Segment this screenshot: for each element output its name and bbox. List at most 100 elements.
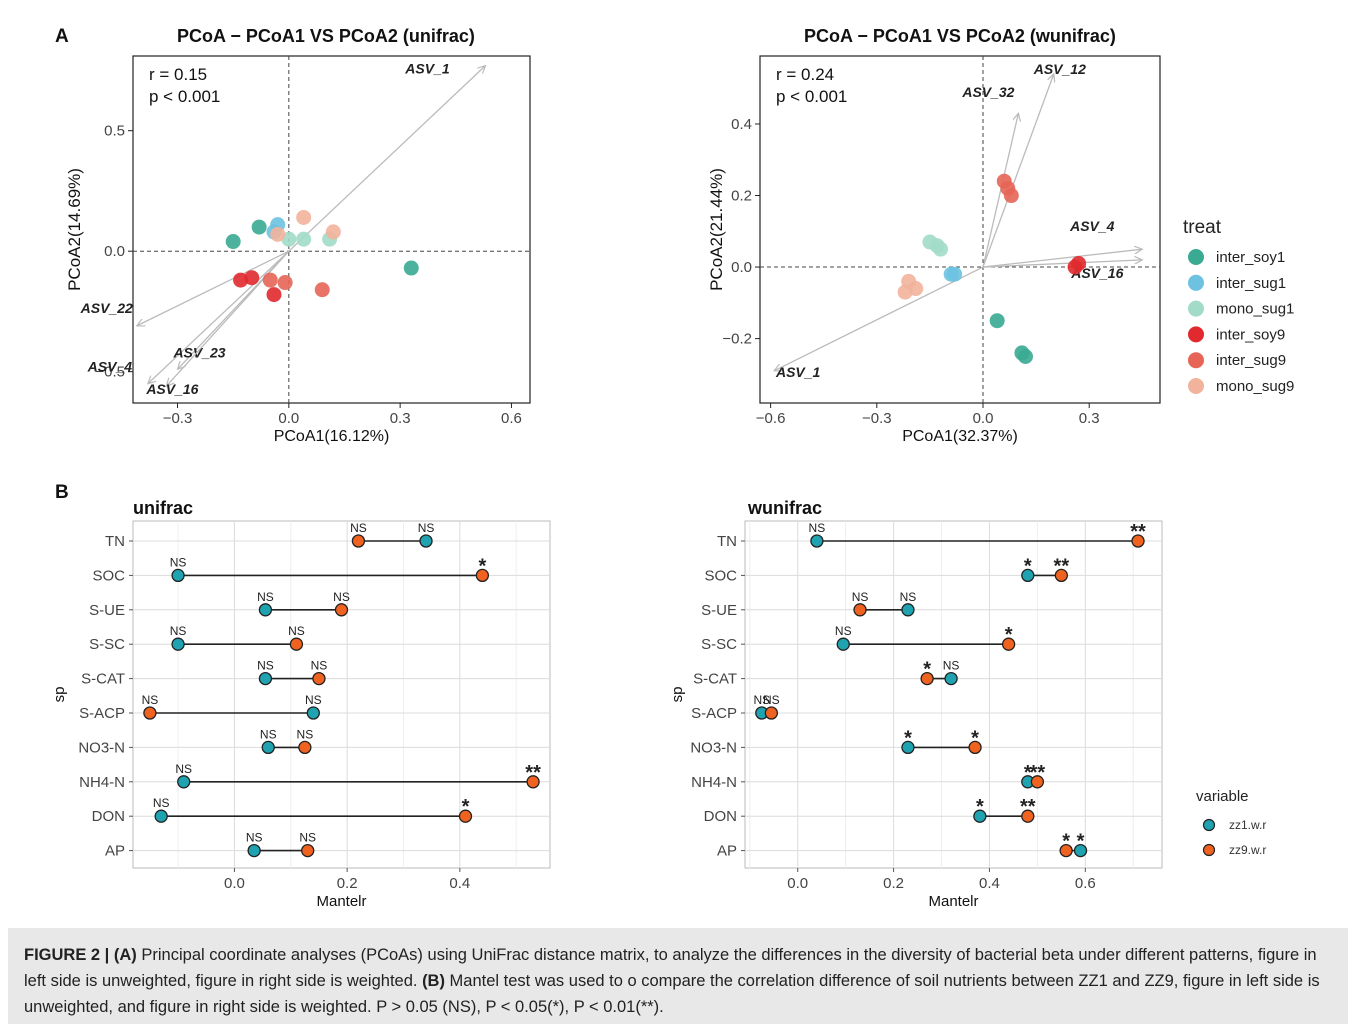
- significance-label: NS: [418, 521, 435, 535]
- data-point: [947, 266, 963, 282]
- stat-p: p < 0.001: [776, 87, 847, 106]
- x-axis-label: Mantelr: [316, 893, 366, 910]
- x-tick-label: −0.6: [756, 410, 786, 427]
- significance-label: **: [1054, 555, 1070, 577]
- legend-swatch: [1202, 843, 1216, 857]
- stat-r: r = 0.24: [776, 65, 834, 84]
- significance-label: NS: [852, 590, 869, 604]
- category-label: SOC: [92, 567, 125, 584]
- category-label: TN: [105, 533, 125, 550]
- pcoa-plot-2: PCoA − PCoA1 VS PCoA2 (wunifrac) −0.6 −0.3…: [707, 26, 1161, 445]
- data-point: [298, 740, 312, 755]
- x-tick-label: −0.3: [862, 410, 892, 427]
- vector-arrow: [982, 249, 1142, 268]
- significance-label: NS: [297, 727, 314, 741]
- significance-label: NS: [900, 590, 917, 604]
- data-point: [247, 843, 261, 858]
- data-point: [334, 603, 349, 617]
- plot-frame: [744, 520, 1163, 869]
- significance-label: NS: [288, 624, 305, 638]
- data-point: [933, 241, 949, 257]
- data-point: [244, 270, 260, 286]
- significance-label: NS: [260, 727, 277, 741]
- significance-label: *: [1077, 831, 1085, 853]
- significance-label: NS: [142, 693, 159, 707]
- figure-caption: FIGURE 2 | (A) Principal coordinate anal…: [8, 928, 1348, 1024]
- legend-swatch: [1188, 352, 1204, 369]
- y-tick-label: 0.2: [731, 188, 752, 205]
- y-tick-label: −0.5: [95, 364, 125, 381]
- data-point: [908, 281, 924, 297]
- significance-label: *: [923, 659, 931, 681]
- significance-label: NS: [153, 796, 170, 810]
- significance-label: *: [478, 555, 486, 577]
- legend-label: inter_sug1: [1216, 275, 1286, 292]
- legend-swatch: [1188, 300, 1204, 317]
- category-label: S-ACP: [691, 705, 737, 722]
- data-point: [251, 219, 267, 235]
- x-tick-label: 0.0: [973, 410, 994, 427]
- vector-arrow: [148, 250, 290, 384]
- plot-title: wunifrac: [747, 498, 822, 518]
- vector-label: ASV_1: [404, 61, 450, 77]
- y-tick-label: 0.0: [104, 243, 125, 260]
- data-point: [314, 282, 330, 298]
- category-label: S-SC: [89, 636, 125, 653]
- category-label: DON: [704, 808, 737, 825]
- category-label: S-SC: [701, 636, 737, 653]
- vector-label: ASV_22: [80, 300, 133, 316]
- x-axis-label: Mantelr: [928, 893, 978, 910]
- x-tick-label: 0.0: [224, 875, 245, 892]
- vector-label: ASV_1: [775, 364, 821, 380]
- significance-label: NS: [753, 693, 770, 707]
- category-label: AP: [105, 843, 125, 860]
- vector-arrow: [288, 66, 486, 252]
- legend-swatch: [1202, 818, 1216, 832]
- significance-label: NS: [170, 624, 187, 638]
- x-tick-label: 0.3: [1079, 410, 1100, 427]
- significance-label: *: [1062, 831, 1070, 853]
- data-point: [475, 568, 490, 583]
- significance-label: NS: [350, 521, 367, 535]
- data-point: [258, 671, 273, 686]
- data-point: [944, 671, 958, 686]
- significance-label: NS: [763, 693, 780, 707]
- chart-canvas: A B PCoA − PCoA1 VS PCoA2 (unifrac) −0.3 0.0…: [51, 26, 1294, 910]
- significance-label: NS: [333, 590, 350, 604]
- legend-label: zz1.w.r: [1229, 818, 1266, 832]
- stat-p: p < 0.001: [149, 87, 220, 106]
- y-tick-label: 0.5: [104, 123, 125, 140]
- data-point: [973, 809, 987, 823]
- data-point: [1001, 637, 1016, 651]
- data-point: [1017, 348, 1033, 364]
- vector-arrow: [774, 266, 984, 371]
- vector-label: ASV_16: [145, 381, 198, 397]
- significance-label: **: [525, 762, 541, 784]
- category-label: S-CAT: [81, 671, 125, 688]
- legend-treat: treat inter_soy1 inter_sug1 mono_sug1 inter_…: [1183, 217, 1294, 395]
- category-label: TN: [717, 533, 737, 550]
- data-point: [403, 260, 419, 276]
- data-point: [1131, 534, 1145, 548]
- data-point: [764, 706, 779, 720]
- data-point: [312, 671, 326, 686]
- legend-label: mono_sug9: [1216, 378, 1294, 395]
- data-point: [171, 637, 185, 651]
- x-tick-label: 0.0: [278, 410, 299, 427]
- vector-label: ASV_4: [1069, 218, 1115, 234]
- significance-label: *: [1024, 762, 1032, 784]
- data-point: [177, 775, 191, 789]
- data-point: [306, 706, 320, 720]
- caption-a-text: Principal coordinate analyses (PCoAs) us…: [24, 946, 1317, 990]
- category-label: NH4-N: [691, 774, 737, 791]
- data-point: [296, 209, 312, 225]
- significance-label: NS: [943, 659, 960, 673]
- data-point: [296, 231, 312, 247]
- data-point: [1073, 843, 1088, 858]
- data-point: [143, 706, 157, 720]
- legend-swatch: [1188, 378, 1204, 394]
- category-label: NO3-N: [690, 739, 737, 756]
- category-label: NO3-N: [78, 739, 125, 756]
- data-point: [989, 313, 1005, 329]
